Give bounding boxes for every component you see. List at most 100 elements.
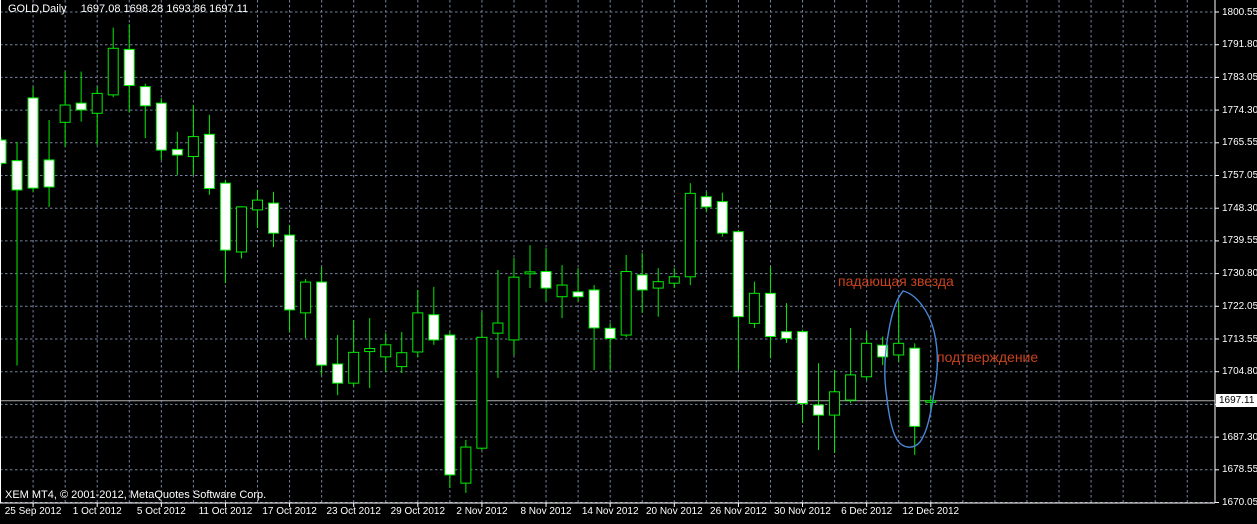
candle-body xyxy=(171,148,183,156)
candle-body xyxy=(524,271,536,275)
candle xyxy=(251,189,263,228)
annotation-confirmation[interactable]: подтверждение xyxy=(937,349,1039,365)
candle-body xyxy=(59,104,71,123)
candle xyxy=(556,265,568,319)
candle-body xyxy=(364,348,376,353)
candle-body xyxy=(300,281,312,314)
candle-body xyxy=(764,292,776,338)
candle-body xyxy=(75,102,87,111)
candle-body xyxy=(748,292,760,324)
candle-body xyxy=(444,334,456,476)
candle xyxy=(877,336,889,366)
candle-body xyxy=(235,206,247,253)
candle-body xyxy=(251,199,263,211)
candle-body xyxy=(716,201,728,234)
candle xyxy=(91,86,103,145)
candle xyxy=(460,439,472,493)
candle xyxy=(43,120,55,207)
candle xyxy=(476,312,488,451)
candle xyxy=(187,105,199,175)
candle xyxy=(444,331,456,489)
candle-body xyxy=(925,400,937,403)
candle xyxy=(893,301,905,362)
candle xyxy=(492,270,504,378)
candle xyxy=(300,279,312,339)
candle-body xyxy=(139,86,151,107)
candle xyxy=(524,245,536,289)
candle xyxy=(364,318,376,389)
candle xyxy=(652,268,664,317)
candle xyxy=(155,98,167,160)
candle xyxy=(716,192,728,237)
candle-body xyxy=(829,391,841,416)
annotation-shooting-star[interactable]: падающая звезда xyxy=(838,273,954,289)
candle xyxy=(797,329,808,424)
candle-body xyxy=(91,92,103,114)
candle-body xyxy=(636,274,648,291)
candle-body xyxy=(348,351,360,384)
candle-body xyxy=(668,276,680,284)
candle xyxy=(139,83,151,139)
candle-body xyxy=(620,271,632,336)
candle xyxy=(171,131,183,175)
candle xyxy=(284,224,296,333)
candle-body xyxy=(652,281,664,289)
candle-body xyxy=(268,202,280,234)
candle-body xyxy=(893,342,905,356)
candle xyxy=(508,258,520,355)
candle-body xyxy=(861,342,873,378)
candle-body xyxy=(43,159,55,188)
candle xyxy=(396,332,408,374)
annotation-ellipse[interactable] xyxy=(884,290,939,448)
candle xyxy=(748,281,760,328)
candle-body xyxy=(780,331,792,339)
candle xyxy=(845,327,857,404)
candle xyxy=(668,268,680,289)
candle xyxy=(123,24,135,113)
candle-body xyxy=(845,374,857,401)
candle-body xyxy=(476,336,488,449)
candle-body xyxy=(107,47,119,96)
candle xyxy=(219,179,231,284)
candle-body xyxy=(284,234,296,311)
candle-body xyxy=(27,97,39,189)
candle xyxy=(428,286,440,345)
candle xyxy=(700,191,712,212)
candle xyxy=(636,253,648,313)
candle xyxy=(813,363,825,451)
candle-body xyxy=(508,276,520,341)
candle xyxy=(203,114,215,195)
candle-body xyxy=(732,231,744,318)
candle-body xyxy=(396,352,408,368)
candle-body xyxy=(203,133,215,189)
candle-body xyxy=(909,347,921,427)
candle-body xyxy=(492,322,504,334)
candle-body xyxy=(316,281,328,366)
candle-body xyxy=(684,192,696,278)
candle xyxy=(620,254,632,338)
candle-body xyxy=(877,344,889,358)
candle-body xyxy=(219,182,231,251)
candle xyxy=(59,71,71,147)
candle xyxy=(588,285,600,371)
candle xyxy=(27,86,39,192)
candle-body xyxy=(380,344,392,358)
candle-body xyxy=(428,314,440,341)
candle-body xyxy=(460,446,472,484)
candle-body xyxy=(332,363,344,384)
candle xyxy=(235,206,247,259)
candle xyxy=(604,323,616,371)
candle xyxy=(732,230,744,371)
candle-body xyxy=(700,196,712,208)
candle-body xyxy=(11,160,23,191)
candle-body xyxy=(556,284,568,298)
candle-body xyxy=(797,331,808,404)
candle xyxy=(829,370,841,454)
candle-body xyxy=(412,312,424,353)
candle xyxy=(380,333,392,372)
candle xyxy=(572,268,584,302)
candle xyxy=(268,191,280,248)
